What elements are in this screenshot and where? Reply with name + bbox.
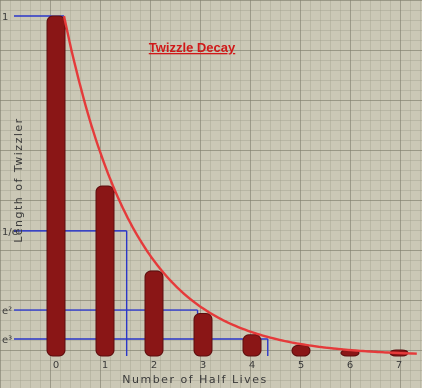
y-tick-label-0: 1 bbox=[2, 12, 8, 23]
bar-0 bbox=[46, 15, 66, 357]
y-tick-label-1: 1/e bbox=[2, 227, 18, 238]
bar-5 bbox=[291, 344, 311, 357]
x-axis-label: Number of Half Lives bbox=[122, 373, 267, 386]
x-tick-label-2: 2 bbox=[151, 360, 157, 371]
x-tick-label-7: 7 bbox=[396, 360, 402, 371]
bar-4 bbox=[242, 334, 262, 357]
x-tick-label-1: 1 bbox=[102, 360, 108, 371]
x-tick-label-5: 5 bbox=[298, 360, 304, 371]
x-tick-label-3: 3 bbox=[200, 360, 206, 371]
x-tick-label-6: 6 bbox=[347, 360, 353, 371]
y-tick-label-2: e² bbox=[2, 306, 12, 317]
bars bbox=[46, 15, 409, 357]
x-tick-labels: 0 1 2 3 4 5 6 7 bbox=[53, 360, 402, 371]
chart-title: Twizzle Decay bbox=[149, 40, 236, 55]
y-axis-label: Length of Twizzler bbox=[12, 117, 25, 242]
decay-curve bbox=[62, 15, 417, 355]
x-tick-label-0: 0 bbox=[53, 360, 59, 371]
bar-1 bbox=[95, 185, 115, 357]
x-tick-label-4: 4 bbox=[249, 360, 255, 371]
bar-3 bbox=[193, 313, 213, 357]
y-tick-labels: 1 1/e e² e³ bbox=[2, 12, 18, 346]
y-tick-label-3: e³ bbox=[2, 335, 12, 346]
bar-2 bbox=[144, 270, 164, 357]
